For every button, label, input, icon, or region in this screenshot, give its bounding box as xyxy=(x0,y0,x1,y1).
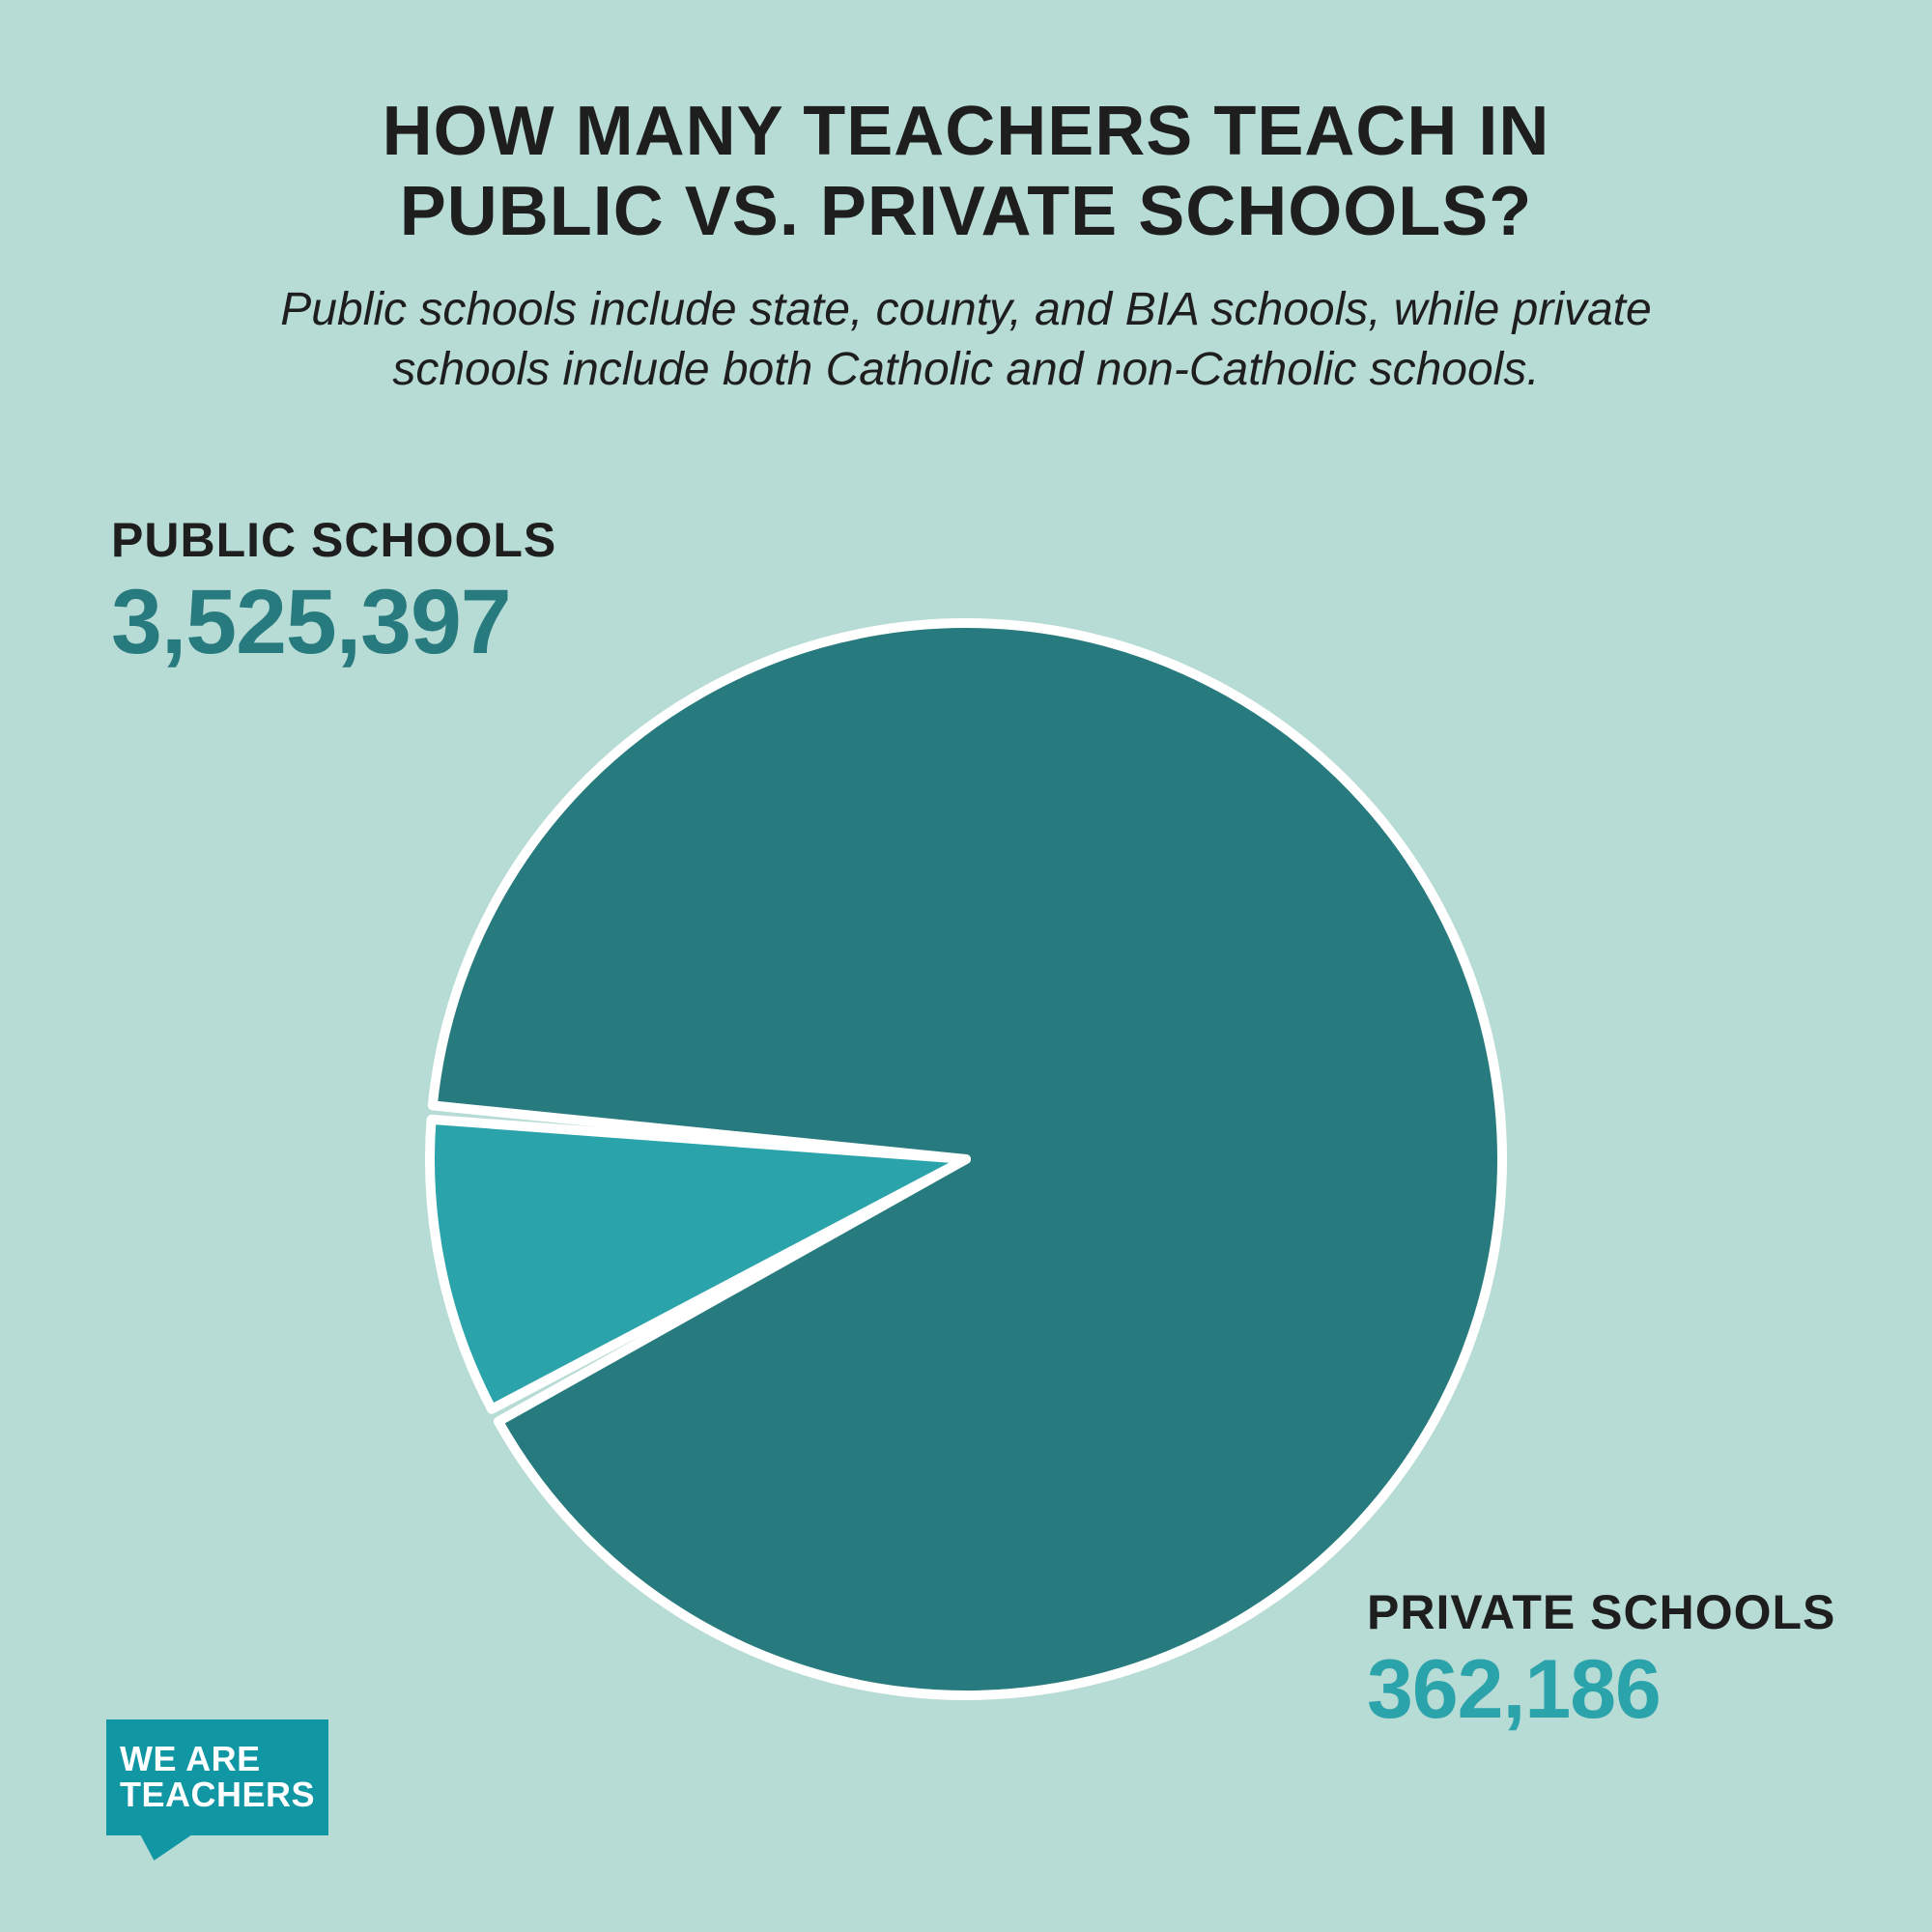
private-schools-label-title: PRIVATE SCHOOLS xyxy=(1367,1584,1835,1640)
logo-line-1: WE ARE xyxy=(120,1739,261,1778)
logo-text: WE ARE TEACHERS xyxy=(120,1742,315,1812)
headline: HOW MANY TEACHERS TEACH IN PUBLIC VS. PR… xyxy=(0,92,1932,252)
logo-box: WE ARE TEACHERS xyxy=(106,1719,328,1835)
sub-headline: Public schools include state, county, an… xyxy=(0,280,1932,401)
headline-line-2: PUBLIC VS. PRIVATE SCHOOLS? xyxy=(400,173,1532,250)
we-are-teachers-logo: WE ARE TEACHERS xyxy=(106,1719,328,1835)
private-schools-value: 362,186 xyxy=(1367,1642,1835,1738)
private-schools-label: PRIVATE SCHOOLS 362,186 xyxy=(1367,1584,1835,1738)
logo-speech-notch xyxy=(127,1833,193,1861)
logo-line-2: TEACHERS xyxy=(120,1775,315,1814)
pie-chart xyxy=(425,618,1507,1705)
headline-line-1: HOW MANY TEACHERS TEACH IN xyxy=(383,93,1550,170)
pie-chart-svg xyxy=(425,618,1507,1700)
infographic-canvas: HOW MANY TEACHERS TEACH IN PUBLIC VS. PR… xyxy=(0,0,1932,1932)
public-schools-label-title: PUBLIC SCHOOLS xyxy=(111,512,556,568)
